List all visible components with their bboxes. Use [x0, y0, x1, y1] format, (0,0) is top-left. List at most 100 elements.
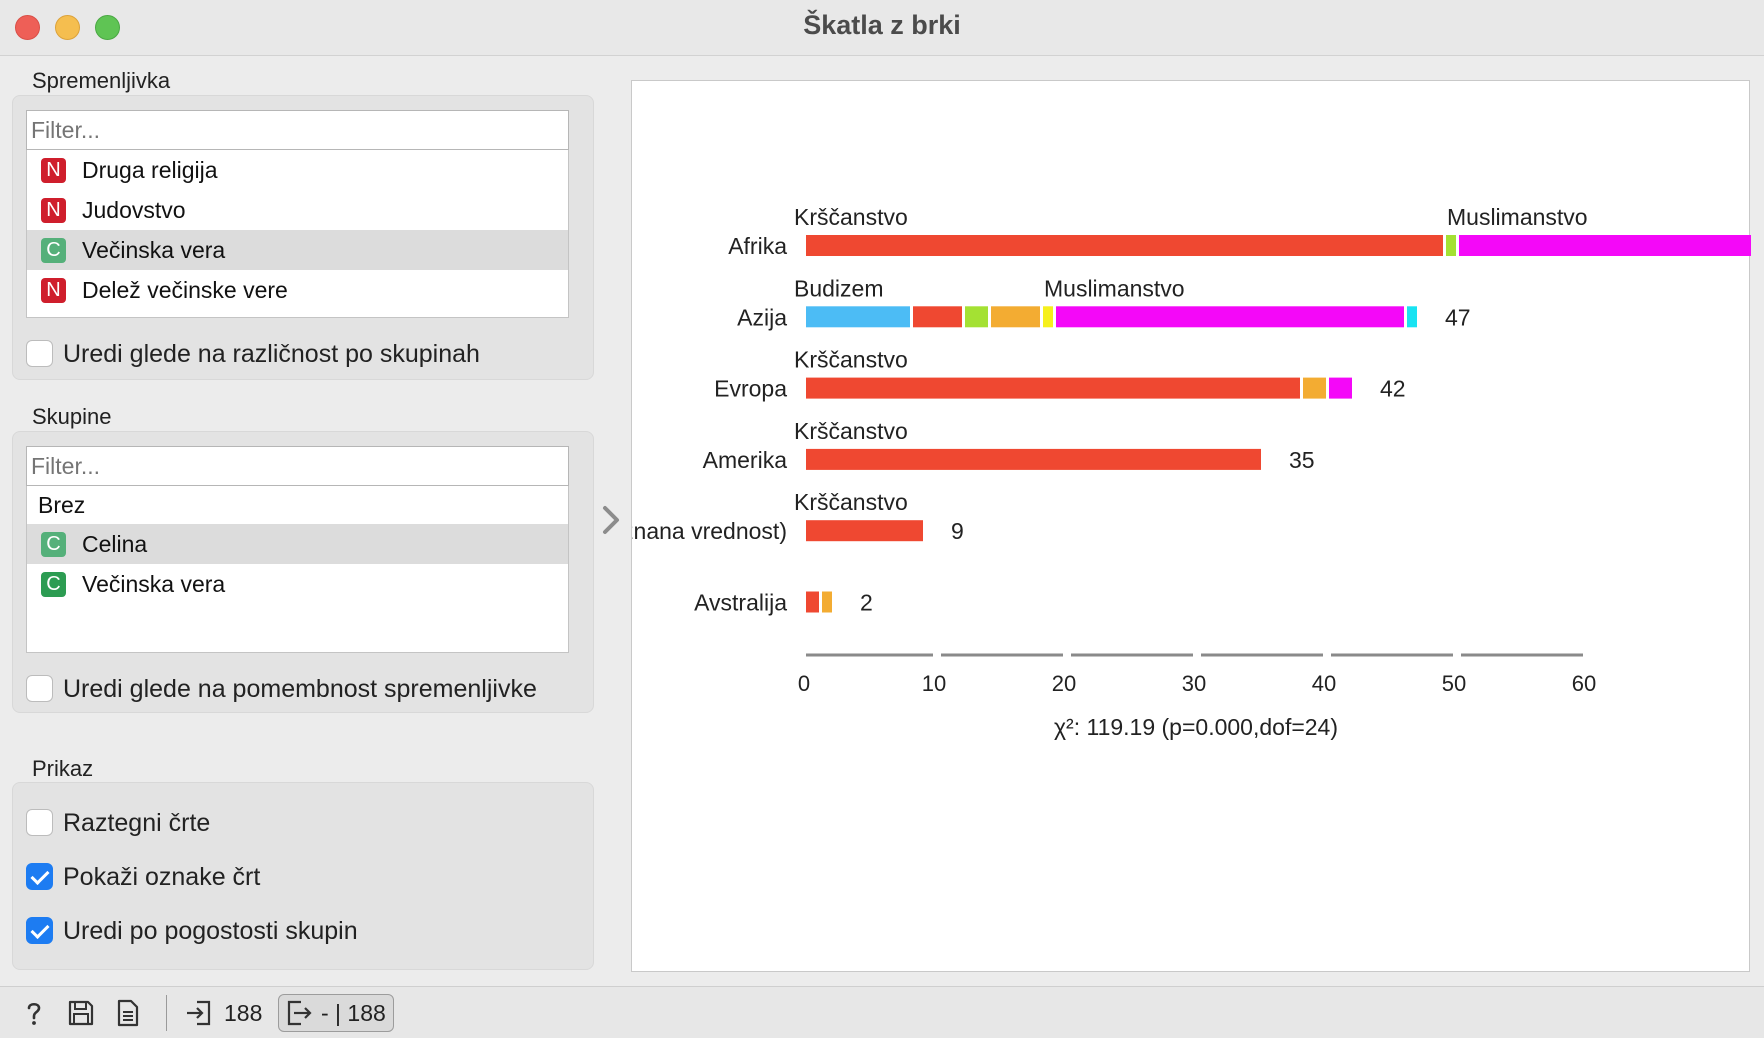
segment-label: Krščanstvo	[794, 204, 908, 230]
row-total: 42	[1380, 376, 1406, 402]
bar-segment	[1043, 306, 1053, 328]
numeric-variable-icon: N	[41, 198, 66, 223]
row-label: Amerika	[703, 447, 788, 473]
bar-segment	[806, 377, 1300, 399]
x-tick-label: 0	[798, 671, 810, 696]
variable-item-label: Večinska vera	[82, 237, 226, 263]
row-total: 35	[1289, 447, 1315, 473]
group-item-label: Brez	[38, 492, 86, 518]
variable-filter-input[interactable]	[26, 110, 569, 150]
display-box	[12, 782, 594, 970]
checkbox-unchecked[interactable]	[26, 340, 53, 367]
checkbox-label: Uredi po pogostosti skupin	[63, 917, 358, 945]
input-data-icon	[185, 999, 213, 1027]
x-tick-label: 30	[1182, 671, 1206, 696]
bar-segment	[822, 591, 832, 613]
variable-section-title: Spremenljivka	[32, 68, 171, 93]
variable-item-label: Druga religija	[82, 157, 218, 183]
checkbox-label: Pokaži oznake črt	[63, 863, 261, 891]
output-data-icon	[285, 999, 313, 1027]
variable-list[interactable]: N Druga religija N Judovstvo C Večinska …	[26, 150, 569, 318]
help-icon[interactable]	[20, 999, 48, 1027]
segment-label: Krščanstvo	[794, 489, 908, 515]
variable-item-delez-vecinske-vere[interactable]: N Delež večinske vere	[27, 270, 568, 310]
bar-segment	[1407, 306, 1417, 328]
window-title: Škatla z brki	[803, 10, 961, 40]
checkbox-checked[interactable]	[26, 917, 53, 944]
x-tick-label: 60	[1572, 671, 1596, 696]
minimize-window-button[interactable]	[55, 15, 80, 40]
x-tick-label: 50	[1442, 671, 1466, 696]
row-label: Afrika	[728, 233, 787, 259]
zoom-window-button[interactable]	[95, 15, 120, 40]
segment-label: Krščanstvo	[794, 418, 908, 444]
categorical-variable-icon: C	[41, 572, 66, 597]
output-summary-button[interactable]: - | 188	[278, 994, 394, 1032]
title-bar: Škatla z brki	[0, 0, 1764, 56]
checkbox-checked[interactable]	[26, 863, 53, 890]
bar-segment	[806, 448, 1261, 470]
box-plot-canvas[interactable]: AfrikaKrščanstvoMuslimanstvo53AzijaBudiz…	[631, 80, 1751, 972]
stacked-bar-chart: AfrikaKrščanstvoMuslimanstvo53AzijaBudiz…	[632, 204, 1751, 740]
bar-segment	[965, 306, 988, 328]
bar-segment	[1056, 306, 1404, 328]
x-tick-label: 20	[1052, 671, 1076, 696]
groups-list[interactable]: Brez C Celina C Večinska vera	[26, 486, 569, 653]
bar-segment	[806, 235, 1443, 256]
checkbox-label: Uredi glede na različnost po skupinah	[63, 340, 480, 368]
segment-label: Krščanstvo	[794, 347, 908, 373]
group-item-vecinska-vera[interactable]: C Večinska vera	[27, 564, 568, 604]
bar-segment	[1303, 377, 1326, 399]
variable-item-druga-religija[interactable]: N Druga religija	[27, 150, 568, 190]
variable-item-label: Delež večinske vere	[82, 277, 288, 303]
report-icon[interactable]	[114, 999, 142, 1027]
variable-item-judovstvo[interactable]: N Judovstvo	[27, 190, 568, 230]
close-window-button[interactable]	[15, 15, 40, 40]
chi-square-stat: χ²: 119.19 (p=0.000,dof=24)	[1054, 714, 1338, 740]
collapse-panel-arrow-icon[interactable]	[600, 505, 624, 535]
bar-segment	[1459, 235, 1751, 256]
variable-item-vecinska-vera[interactable]: C Večinska vera	[27, 230, 568, 270]
bar-segment	[991, 306, 1040, 328]
bar-segment	[806, 591, 819, 613]
categorical-variable-icon: C	[41, 532, 66, 557]
segment-label: Budizem	[794, 275, 883, 301]
row-total: 9	[951, 518, 964, 544]
x-tick-label: 40	[1312, 671, 1336, 696]
row-label: (neznana vrednost)	[632, 518, 787, 544]
row-total: 47	[1445, 304, 1471, 330]
bar-segment	[1329, 377, 1352, 399]
input-count: 188	[224, 1000, 263, 1026]
row-label: Azija	[737, 304, 787, 330]
segment-label: Muslimanstvo	[1447, 204, 1588, 230]
x-tick-label: 10	[922, 671, 946, 696]
row-label: Evropa	[714, 376, 787, 402]
group-item-label: Večinska vera	[82, 571, 226, 597]
numeric-variable-icon: N	[41, 158, 66, 183]
status-separator	[166, 995, 167, 1031]
status-bar: 188 - | 188	[0, 986, 1764, 1038]
groups-filter-input[interactable]	[26, 446, 569, 486]
bar-segment	[806, 306, 910, 328]
group-item-celina[interactable]: C Celina	[27, 524, 568, 564]
bar-segment	[913, 306, 962, 328]
segment-label: Muslimanstvo	[1044, 275, 1185, 301]
group-item-brez[interactable]: Brez	[27, 486, 568, 524]
numeric-variable-icon: N	[41, 278, 66, 303]
bar-segment	[1446, 235, 1456, 256]
output-count: - | 188	[321, 1000, 386, 1026]
groups-section-title: Skupine	[32, 404, 112, 429]
categorical-variable-icon: C	[41, 238, 66, 263]
group-item-label: Celina	[82, 531, 148, 557]
row-total: 2	[860, 590, 873, 616]
checkbox-label: Raztegni črte	[63, 809, 211, 837]
checkbox-unchecked[interactable]	[26, 809, 53, 836]
checkbox-unchecked[interactable]	[26, 675, 53, 702]
save-icon[interactable]	[67, 999, 95, 1027]
variable-item-label: Judovstvo	[82, 197, 186, 223]
row-label: Avstralija	[694, 590, 787, 616]
checkbox-label: Uredi glede na pomembnost spremenljivke	[63, 675, 537, 703]
bar-segment	[806, 520, 923, 542]
display-section-title: Prikaz	[32, 756, 94, 781]
